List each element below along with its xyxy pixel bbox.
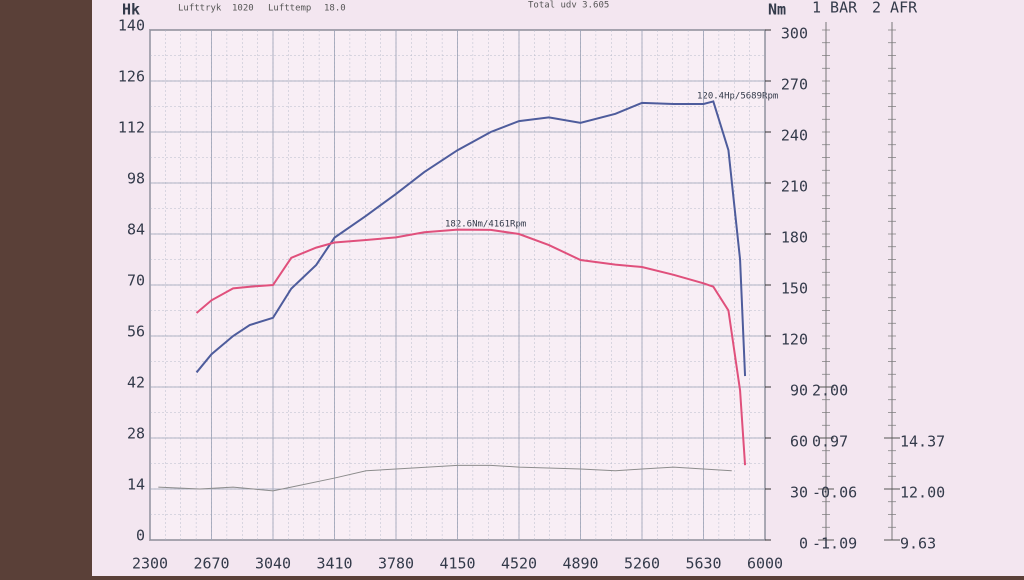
series-line [158, 464, 732, 492]
x-tick-label: 4890 [562, 555, 598, 573]
x-tick-label: 2300 [132, 555, 168, 573]
y2-tick-label: 90 [790, 382, 808, 400]
y-tick-label: 42 [127, 374, 145, 392]
series-line [195, 100, 747, 377]
annotation: 182.6Nm/4161Rpm [445, 220, 526, 230]
header-label: Lufttryk [178, 4, 222, 14]
y2-tick-label: 0 [799, 535, 808, 553]
y-tick-label: 14 [127, 476, 145, 494]
y2-tick-label: 210 [781, 178, 808, 196]
header-value: 1020 [232, 4, 254, 14]
y2-tick-label: 180 [781, 229, 808, 247]
annotation: 120.4Hp/5689Rpm [697, 92, 778, 102]
x-tick-label: 5630 [685, 555, 721, 573]
y-tick-label: 98 [127, 170, 145, 188]
y2-tick-label: 270 [781, 76, 808, 94]
x-tick-label: 3410 [316, 555, 352, 573]
y-tick-label: 70 [127, 272, 145, 290]
x-tick-label: 3040 [255, 555, 291, 573]
y2-tick-label: 150 [781, 280, 808, 298]
header-label: Lufttemp [268, 4, 311, 14]
series-line [195, 228, 747, 466]
y-axis-label: Hk [122, 1, 140, 19]
y2-axis-label: Nm [768, 1, 786, 19]
y-tick-label: 112 [118, 119, 145, 137]
y2-tick-label: 300 [781, 25, 808, 43]
y4-tick-label: 14.37 [900, 433, 945, 451]
y2-tick-label: 240 [781, 127, 808, 145]
header-total: Total udv 3.605 [528, 1, 609, 11]
y3-axis-label: 1 BAR [812, 0, 858, 17]
y-tick-label: 126 [118, 68, 145, 86]
y-tick-label: 140 [118, 17, 145, 35]
y3-tick-label: -0.06 [812, 484, 857, 502]
x-tick-label: 3780 [378, 555, 414, 573]
y-tick-label: 28 [127, 425, 145, 443]
y-tick-label: 56 [127, 323, 145, 341]
x-tick-label: 6000 [747, 555, 783, 573]
y4-tick-label: 12.00 [900, 484, 945, 502]
y2-tick-label: 60 [790, 433, 808, 451]
x-tick-label: 5260 [624, 555, 660, 573]
y-tick-label: 84 [127, 221, 145, 239]
header-value: 18.0 [324, 4, 346, 14]
y4-axis-label: 2 AFR [872, 0, 918, 17]
y2-tick-label: 120 [781, 331, 808, 349]
y-tick-label: 0 [136, 527, 145, 545]
x-tick-label: 4520 [501, 555, 537, 573]
y3-tick-label: 0.97 [812, 433, 848, 451]
x-tick-label: 2670 [193, 555, 229, 573]
y4-tick-label: 9.63 [900, 535, 936, 553]
x-tick-label: 4150 [439, 555, 475, 573]
y3-tick-label: 2.00 [812, 382, 848, 400]
y3-tick-label: -1.09 [812, 535, 857, 553]
y2-tick-label: 30 [790, 484, 808, 502]
